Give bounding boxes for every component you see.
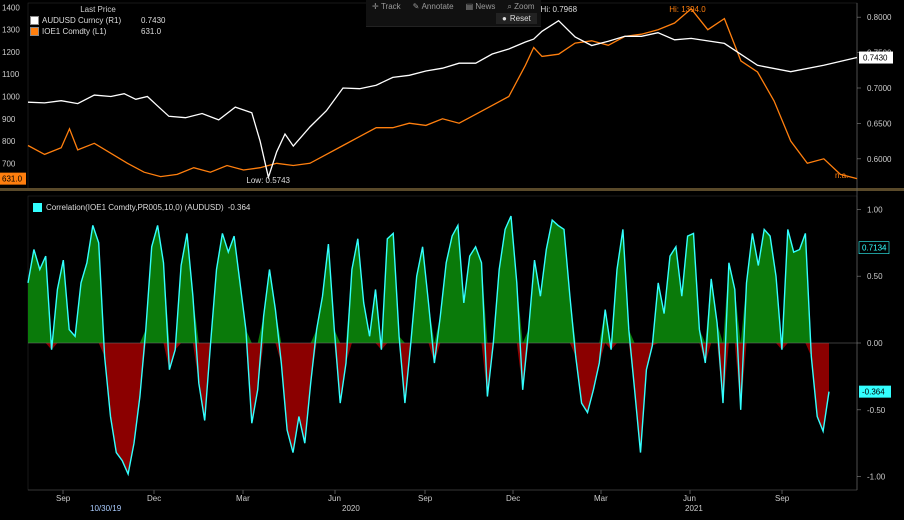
ioe1-high-label: Hi: 1394.0 <box>669 5 706 14</box>
reset-button[interactable]: ● Reset <box>496 13 537 24</box>
ioe1-end-label: n.a. <box>835 171 848 180</box>
ioe1-last-tag <box>0 172 26 185</box>
correlation-axis-tick-label: -0.50 <box>867 406 886 415</box>
correlation-marker-value: 0.7134 <box>862 244 887 253</box>
x-axis-year-label: 2021 <box>685 504 703 513</box>
correlation-line <box>27 215 830 477</box>
x-axis-tick-label: Jun <box>683 494 696 503</box>
left-axis-tick-label: 1100 <box>2 70 20 79</box>
left-axis-tick-label: 800 <box>2 137 16 146</box>
ioe1-last-value: 631.0 <box>2 175 23 184</box>
left-axis-tick-label: 700 <box>2 159 16 168</box>
right-axis-tick-label: 0.6500 <box>867 119 892 128</box>
correlation-positive-area <box>28 216 829 343</box>
x-axis-year-label: 10/30/19 <box>90 504 122 513</box>
legend-row-audusd[interactable]: AUDUSD Curncy (R1) 0.7430 <box>30 15 166 26</box>
correlation-marker-tag <box>858 241 890 254</box>
correlation-last-value: -0.364 <box>862 388 885 397</box>
correlation-legend-value: -0.364 <box>227 203 251 212</box>
legend-series2-name: IOE1 Comdty (L1) <box>42 27 107 36</box>
audusd-low-label: Low: 0.5743 <box>246 176 290 185</box>
cyan-swatch-icon <box>33 203 42 212</box>
left-axis-tick-label: 900 <box>2 115 16 124</box>
audusd-last-value: 0.7430 <box>863 54 888 63</box>
news-button[interactable]: ▤ News <box>465 2 496 11</box>
legend-row-ioe1[interactable]: IOE1 Comdty (L1) 631.0 <box>30 26 166 37</box>
left-axis-tick-label: 1200 <box>2 48 20 57</box>
legend-series2-value: 631.0 <box>141 27 162 36</box>
white-swatch-icon <box>30 16 39 25</box>
x-axis-tick-label: Mar <box>594 494 608 503</box>
correlation-axis-tick-label: 0.00 <box>867 339 883 348</box>
news-icon: ▤ <box>465 2 476 11</box>
x-axis-tick-label: Dec <box>506 494 520 503</box>
track-button[interactable]: ✛ Track <box>372 2 401 11</box>
bottom-legend[interactable]: Correlation(IOE1 Comdty,PR005,10,0) (AUD… <box>33 203 250 212</box>
x-axis-year-label: 2020 <box>342 504 360 513</box>
x-axis-tick-label: Sep <box>418 494 433 503</box>
reset-icon: ● <box>502 14 507 23</box>
right-axis-tick-label: 0.7000 <box>867 84 892 93</box>
top-legend: Last Price AUDUSD Curncy (R1) 0.7430 IOE… <box>30 4 166 37</box>
x-axis-tick-label: Mar <box>236 494 250 503</box>
crosshair-icon: ✛ <box>372 2 381 11</box>
legend-series1-name: AUDUSD Curncy (R1) <box>42 16 122 25</box>
pencil-icon: ✎ <box>412 2 422 11</box>
audusd-price-line <box>27 19 858 180</box>
legend-header: Last Price <box>80 5 116 14</box>
orange-swatch-icon <box>30 27 39 36</box>
correlation-axis-tick-label: 0.50 <box>867 272 883 281</box>
ioe1-price-line <box>27 7 858 180</box>
x-axis-tick-label: Sep <box>775 494 790 503</box>
zoom-button[interactable]: ⌕ Zoom <box>507 1 535 12</box>
x-axis-tick-label: Dec <box>147 494 161 503</box>
panel-divider <box>0 188 904 191</box>
magnifier-icon: ⌕ <box>507 1 515 11</box>
left-axis-tick-label: 1400 <box>2 3 20 12</box>
correlation-last-tag <box>859 385 891 398</box>
x-axis-tick-label: Jun <box>328 494 341 503</box>
x-axis-tick-label: Sep <box>56 494 71 503</box>
audusd-last-tag <box>859 51 893 64</box>
correlation-legend-name: Correlation(IOE1 Comdty,PR005,10,0) (AUD… <box>46 203 224 212</box>
legend-series1-value: 0.7430 <box>141 16 166 25</box>
right-axis-tick-label: 0.8000 <box>867 13 892 22</box>
annotate-button[interactable]: ✎ Annotate <box>412 2 454 11</box>
left-axis-tick-label: 1000 <box>2 93 20 102</box>
left-axis-tick-label: 1300 <box>2 26 20 35</box>
audusd-high-label: Hi: 0.7968 <box>541 5 578 14</box>
correlation-axis-tick-label: -1.00 <box>867 473 886 482</box>
right-axis-tick-label: 0.6000 <box>867 155 892 164</box>
correlation-axis-tick-label: 1.00 <box>867 205 883 214</box>
correlation-negative-area <box>28 343 829 474</box>
